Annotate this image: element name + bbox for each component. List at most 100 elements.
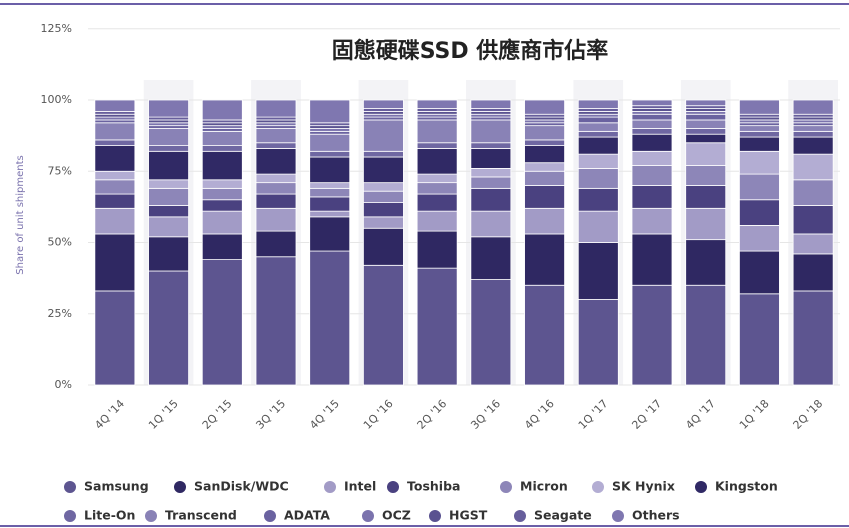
legend-label: Toshiba bbox=[407, 479, 460, 494]
bar-segment bbox=[148, 187, 189, 206]
bar-segment bbox=[363, 111, 404, 115]
bar-segment bbox=[524, 116, 565, 121]
bar-segment bbox=[685, 133, 727, 144]
bar-segment bbox=[792, 179, 834, 206]
legend-swatch bbox=[695, 481, 707, 493]
bar-segment bbox=[792, 130, 834, 138]
bar-segment bbox=[524, 125, 565, 141]
bar-segment bbox=[577, 113, 619, 118]
bar-segment bbox=[631, 207, 673, 235]
bar-segment bbox=[148, 119, 189, 124]
bar-segment bbox=[148, 216, 189, 238]
bar-segment bbox=[631, 128, 673, 135]
bar-segment bbox=[94, 170, 136, 181]
bar-segment bbox=[792, 205, 834, 235]
bar-segment bbox=[685, 207, 727, 241]
bar-segment bbox=[470, 187, 512, 212]
x-tick-label: 2Q '18 bbox=[791, 397, 826, 432]
bar-segment bbox=[255, 99, 297, 118]
bar-segment bbox=[201, 128, 243, 132]
bar-segment bbox=[148, 205, 189, 218]
bar-segment bbox=[148, 122, 189, 127]
chart-title: 固態硬碟SSD 供應商市佔率 bbox=[332, 38, 609, 64]
bar-segment bbox=[577, 99, 619, 109]
bar-segment bbox=[309, 196, 351, 212]
bar-segment bbox=[631, 105, 673, 109]
bar-segment bbox=[309, 128, 351, 132]
bar-segment bbox=[792, 290, 834, 386]
legend-swatch bbox=[64, 481, 76, 493]
bar-segment bbox=[739, 130, 780, 138]
bar-segment bbox=[309, 156, 351, 184]
bar-segment bbox=[255, 173, 297, 184]
x-tick-label: 4Q '14 bbox=[92, 397, 127, 432]
legend-swatch bbox=[264, 510, 276, 522]
bar-segment bbox=[148, 145, 189, 152]
bar-segment bbox=[309, 130, 351, 135]
bar-segment bbox=[416, 142, 458, 149]
legend-swatch bbox=[174, 481, 186, 493]
bar-segment bbox=[524, 139, 565, 146]
x-tick-label: 4Q '16 bbox=[522, 397, 557, 432]
bar-segment bbox=[524, 284, 565, 386]
bar-segment bbox=[524, 162, 565, 172]
bar-segment bbox=[631, 284, 673, 386]
bar-segment bbox=[577, 122, 619, 132]
legend-swatch bbox=[514, 510, 526, 522]
bar-segment bbox=[470, 142, 512, 149]
legend-label: Transcend bbox=[165, 508, 237, 523]
bar-segment bbox=[255, 148, 297, 175]
x-tick-label: 2Q '17 bbox=[629, 397, 664, 432]
bar-segment bbox=[416, 148, 458, 175]
legend-swatch bbox=[324, 481, 336, 493]
bar-segment bbox=[470, 210, 512, 238]
bar-segment bbox=[470, 108, 512, 112]
bar-segment bbox=[94, 119, 136, 124]
bar-segment bbox=[363, 227, 404, 266]
bar-segment bbox=[94, 116, 136, 121]
x-tick-label: 1Q '15 bbox=[146, 397, 181, 432]
bar-segment bbox=[524, 233, 565, 286]
bar-segment bbox=[685, 108, 727, 112]
bar-segment bbox=[148, 128, 189, 147]
bar-segment bbox=[631, 185, 673, 209]
x-tick-label: 2Q '16 bbox=[415, 397, 450, 432]
bar-segment bbox=[416, 119, 458, 144]
y-tick-label: 100% bbox=[41, 93, 72, 106]
bar-segment bbox=[524, 119, 565, 124]
y-axis-label: Share of unit shipments bbox=[15, 155, 26, 274]
legend-swatch bbox=[592, 481, 604, 493]
bar-segment bbox=[416, 193, 458, 212]
bar-segment bbox=[201, 145, 243, 152]
bar-segment bbox=[524, 170, 565, 186]
legend-label: Seagate bbox=[534, 508, 592, 523]
bar-segment bbox=[470, 236, 512, 280]
bar-segment bbox=[524, 145, 565, 164]
bar-segment bbox=[470, 167, 512, 178]
bar-segment bbox=[416, 210, 458, 232]
bar-segment bbox=[363, 202, 404, 218]
legend-swatch bbox=[387, 481, 399, 493]
bar-segment bbox=[255, 182, 297, 195]
bar-segment bbox=[631, 108, 673, 112]
bar-segment bbox=[363, 108, 404, 112]
legend-label: ADATA bbox=[284, 508, 330, 523]
legend-label: OCZ bbox=[382, 508, 411, 523]
x-tick-label: 1Q '17 bbox=[576, 397, 611, 432]
bar-segment bbox=[685, 111, 727, 115]
bar-segment bbox=[94, 207, 136, 235]
legend-swatch bbox=[500, 481, 512, 493]
bar-segment bbox=[524, 113, 565, 118]
bar-segment bbox=[363, 119, 404, 152]
bar-segment bbox=[416, 173, 458, 184]
bar-segment bbox=[739, 99, 780, 115]
y-tick-label: 125% bbox=[41, 22, 72, 35]
legend-swatch bbox=[612, 510, 624, 522]
bar-segment bbox=[201, 199, 243, 212]
legend-label: SanDisk/WDC bbox=[194, 479, 289, 494]
bar-segment bbox=[739, 125, 780, 132]
bar-segment bbox=[470, 99, 512, 109]
bar-segment bbox=[309, 187, 351, 198]
bar-segment bbox=[363, 150, 404, 158]
x-tick-label: 2Q '15 bbox=[200, 397, 235, 432]
